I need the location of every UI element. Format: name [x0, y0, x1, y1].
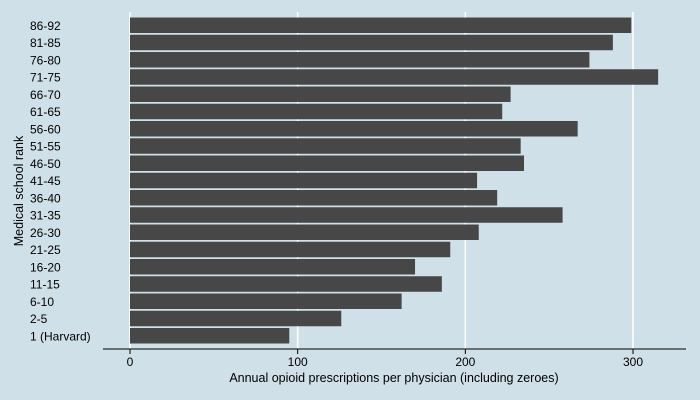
bar-7 [130, 138, 521, 154]
x-tick-labels: 0 100 200 300 [127, 349, 643, 369]
bar-17 [130, 310, 342, 327]
x-tick-label-2: 200 [455, 355, 475, 369]
y-tick-label-0: 86-92 [30, 19, 61, 33]
bar-4 [130, 86, 511, 102]
bar-0 [130, 17, 632, 33]
bar-3 [130, 69, 659, 85]
y-tick-label-14: 16-20 [30, 260, 61, 274]
bar-12 [130, 224, 479, 240]
y-axis-label: Medical school rank [12, 135, 26, 246]
bar-11 [130, 207, 563, 223]
bar-15 [130, 276, 442, 292]
bar-9 [130, 172, 478, 189]
y-tick-label-7: 51-55 [30, 140, 61, 154]
bar-18 [130, 328, 290, 344]
bar-6 [130, 121, 578, 137]
y-tick-label-10: 36-40 [30, 191, 61, 205]
y-tick-label-5: 61-65 [30, 105, 61, 119]
bar-10 [130, 190, 498, 206]
y-tick-labels: 86-92 81-85 76-80 71-75 66-70 61-65 56-60 51-55… [30, 19, 91, 344]
bar-14 [130, 259, 416, 275]
bar-16 [130, 293, 402, 309]
bars [130, 17, 659, 344]
y-tick-label-1: 81-85 [30, 36, 61, 50]
y-tick-label-4: 66-70 [30, 88, 61, 102]
x-tick-label-1: 100 [288, 355, 308, 369]
y-tick-label-17: 2-5 [30, 312, 48, 326]
y-tick-label-16: 6-10 [30, 295, 54, 309]
y-tick-label-2: 76-80 [30, 53, 61, 67]
x-tick-label-3: 300 [623, 355, 643, 369]
x-tick-label-0: 0 [127, 355, 134, 369]
y-tick-label-9: 41-45 [30, 174, 61, 188]
bar-1 [130, 34, 613, 51]
bar-2 [130, 52, 590, 68]
y-tick-label-13: 21-25 [30, 243, 61, 257]
bar-5 [130, 103, 503, 120]
y-tick-label-11: 31-35 [30, 209, 61, 223]
y-tick-label-18: 1 (Harvard) [30, 329, 91, 343]
y-tick-label-8: 46-50 [30, 157, 61, 171]
bar-8 [130, 155, 525, 171]
y-tick-label-6: 56-60 [30, 122, 61, 136]
y-tick-label-12: 26-30 [30, 226, 61, 240]
x-axis-label: Annual opioid prescriptions per physicia… [229, 371, 558, 385]
bar-13 [130, 241, 451, 258]
y-tick-label-3: 71-75 [30, 71, 61, 85]
y-tick-label-15: 11-15 [30, 278, 60, 292]
